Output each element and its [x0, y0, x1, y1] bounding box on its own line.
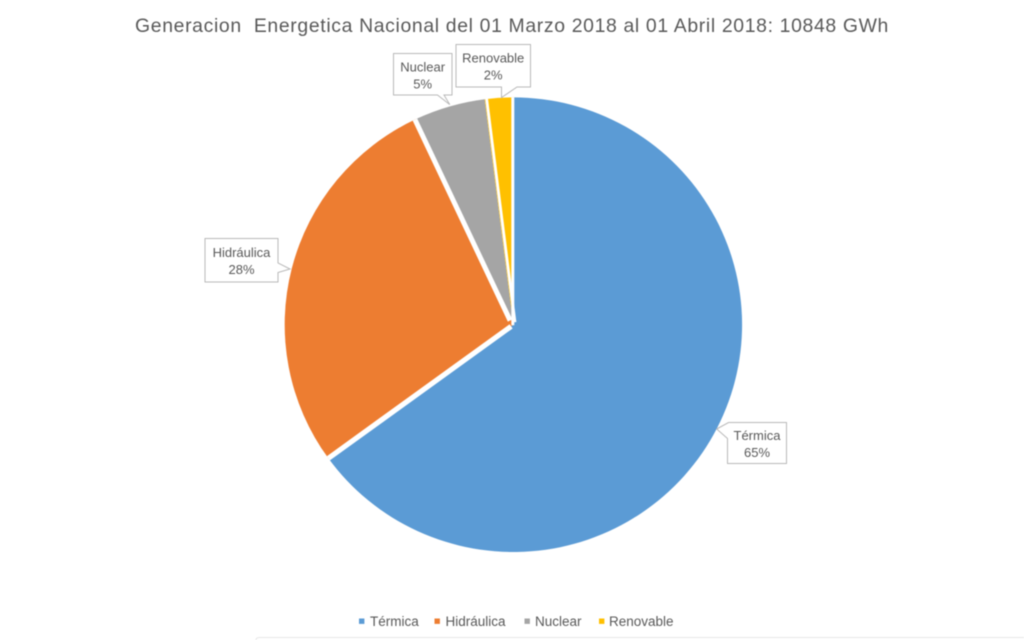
svg-text:5%: 5%: [413, 77, 432, 92]
svg-text:Térmica: Térmica: [734, 428, 782, 443]
svg-text:28%: 28%: [228, 262, 254, 277]
svg-text:Renovable: Renovable: [609, 614, 674, 629]
svg-text:Renovable: Renovable: [462, 51, 524, 66]
svg-text:Nuclear: Nuclear: [400, 60, 445, 75]
svg-text:Nuclear: Nuclear: [535, 614, 582, 629]
svg-text:65%: 65%: [744, 445, 770, 460]
svg-text:Hidráulica: Hidráulica: [446, 614, 507, 629]
svg-text:Térmica: Térmica: [370, 614, 419, 629]
svg-text:2%: 2%: [484, 68, 503, 83]
svg-text:Hidráulica: Hidráulica: [213, 245, 272, 260]
